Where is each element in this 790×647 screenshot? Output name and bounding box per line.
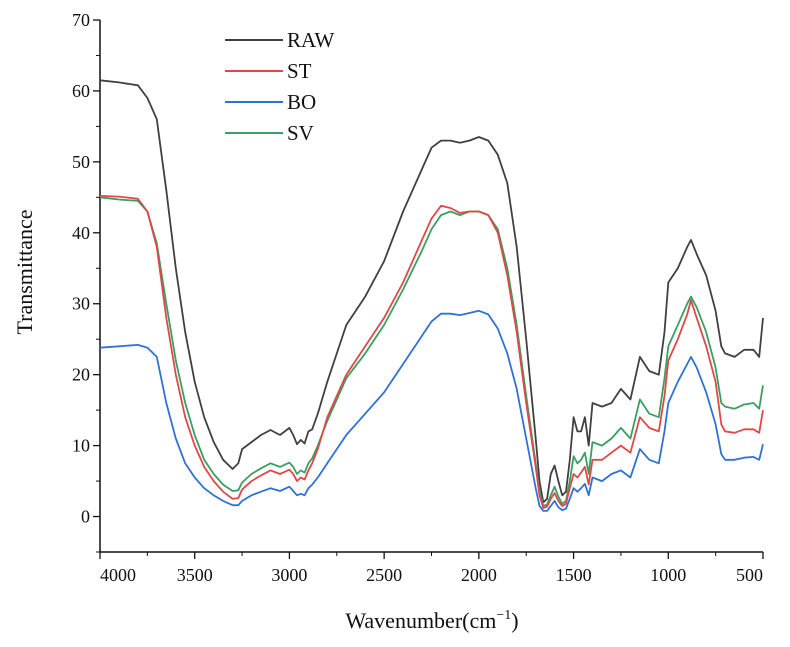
x-tick-label: 2000 — [461, 565, 497, 585]
x-tick-label: 1000 — [650, 565, 686, 585]
x-tick-label: 3000 — [271, 565, 307, 585]
y-tick-label: 10 — [72, 436, 90, 456]
y-tick-label: 0 — [81, 507, 90, 527]
x-tick-label: 2500 — [366, 565, 402, 585]
legend-label-raw: RAW — [287, 28, 334, 52]
x-tick-label: 4000 — [100, 565, 136, 585]
y-tick-label: 40 — [72, 223, 90, 243]
series-line-sv — [99, 196, 764, 507]
y-tick-label: 60 — [72, 81, 90, 101]
y-tick-label: 70 — [72, 10, 90, 30]
x-tick-label: 1500 — [556, 565, 592, 585]
x-tick-label: 3500 — [177, 565, 213, 585]
legend-label-sv: SV — [287, 121, 314, 145]
legend-label-bo: BO — [287, 90, 316, 114]
x-axis-title-close: ) — [511, 608, 518, 633]
x-axis-title-superscript: −1 — [496, 608, 511, 623]
series-line-bo — [99, 309, 764, 512]
series-line-raw — [99, 79, 764, 504]
x-axis-title-main: Wavenumber(cm — [345, 608, 496, 633]
series-line-st — [99, 195, 764, 509]
legend-label-st: ST — [287, 59, 312, 83]
y-tick-label: 20 — [72, 365, 90, 385]
y-tick-label: 30 — [72, 294, 90, 314]
axes: 0 10 20 30 40 50 60 70 4000 3500 3000 2500 2000 1500 1… — [72, 10, 764, 585]
series-layer — [99, 79, 764, 512]
y-tick-label: 50 — [72, 152, 90, 172]
legend: RAW ST BO SV — [225, 28, 334, 145]
y-axis-title: Transmittance — [12, 209, 37, 334]
x-tick-label: 500 — [736, 565, 763, 585]
x-axis-title: Wavenumber(cm−1) — [345, 608, 518, 633]
